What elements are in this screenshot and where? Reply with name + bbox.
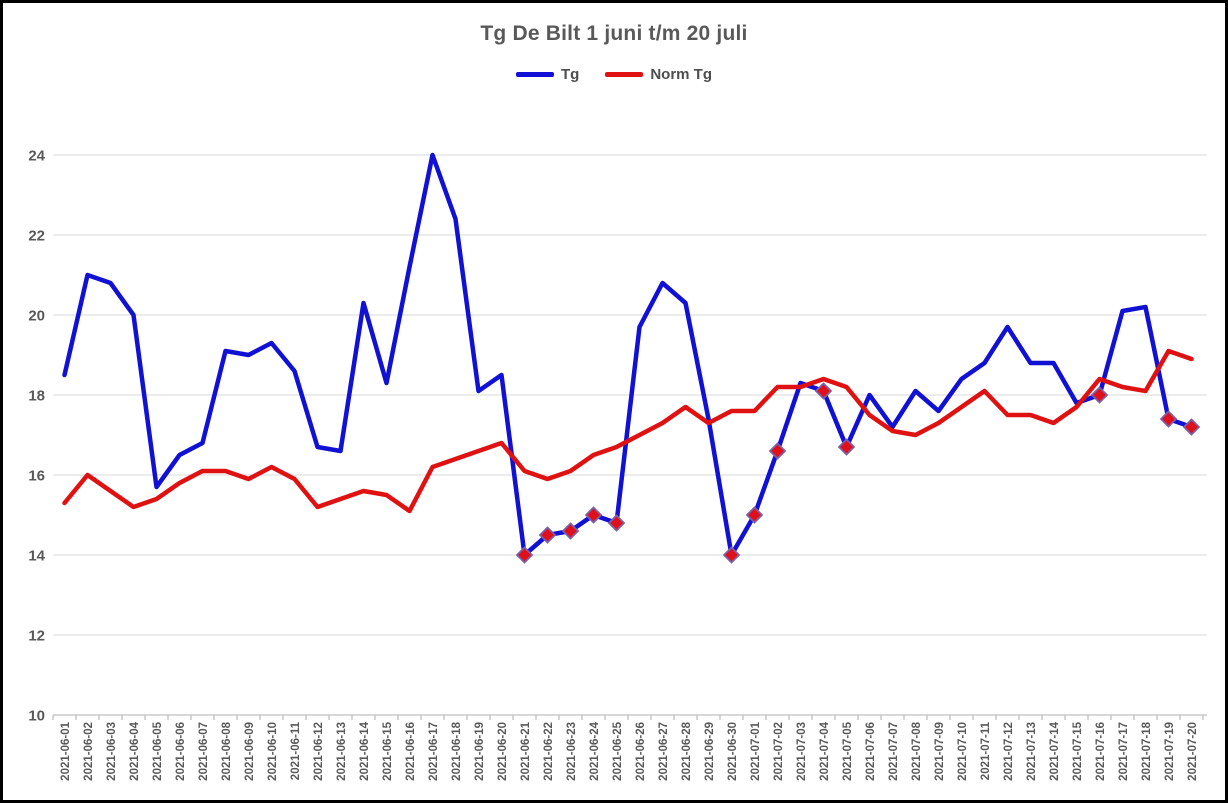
x-tick-label: 2021-07-07 bbox=[888, 722, 900, 781]
x-tick-label: 2021-07-13 bbox=[1026, 722, 1038, 781]
x-tick-label: 2021-06-16 bbox=[405, 722, 417, 781]
below-norm-marker-diamond bbox=[1090, 386, 1109, 404]
x-tick-label: 2021-07-02 bbox=[773, 722, 785, 781]
y-tick-label: 10 bbox=[28, 708, 45, 725]
x-tick-label: 2021-07-06 bbox=[865, 722, 877, 781]
x-tick-label: 2021-06-17 bbox=[428, 722, 440, 781]
legend-item-tg: Tg bbox=[516, 66, 579, 83]
x-tick-label: 2021-06-08 bbox=[221, 721, 233, 780]
below-norm-marker-diamond bbox=[837, 438, 856, 456]
x-tick-label: 2021-06-29 bbox=[704, 722, 716, 781]
x-tick-label: 2021-06-01 bbox=[60, 721, 72, 780]
x-tick-label: 2021-07-03 bbox=[796, 722, 808, 781]
chart-legend: Tg Norm Tg bbox=[3, 66, 1225, 83]
tg-line-swatch bbox=[516, 72, 554, 77]
x-tick-label: 2021-06-27 bbox=[658, 722, 670, 781]
y-tick-label: 16 bbox=[28, 468, 45, 485]
below-norm-marker-diamond bbox=[584, 506, 603, 524]
y-tick-label: 14 bbox=[28, 548, 45, 565]
x-tick-label: 2021-06-26 bbox=[635, 722, 647, 781]
x-tick-label: 2021-06-10 bbox=[267, 722, 279, 781]
x-tick-label: 2021-07-09 bbox=[934, 722, 946, 781]
x-tick-label: 2021-06-14 bbox=[359, 721, 371, 780]
x-tick-label: 2021-06-06 bbox=[175, 722, 187, 781]
x-tick-label: 2021-07-11 bbox=[980, 721, 992, 780]
x-tick-label: 2021-07-14 bbox=[1049, 721, 1061, 780]
below-norm-marker-diamond bbox=[768, 442, 787, 460]
x-tick-label: 2021-06-30 bbox=[727, 722, 739, 781]
x-tick-label: 2021-06-11 bbox=[290, 721, 302, 780]
x-tick-label: 2021-06-23 bbox=[566, 722, 578, 781]
tg-legend-label: Tg bbox=[561, 66, 580, 83]
y-tick-label: 12 bbox=[28, 628, 45, 645]
x-tick-label: 2021-06-04 bbox=[129, 721, 141, 780]
x-tick-label: 2021-07-17 bbox=[1118, 722, 1130, 781]
x-tick-label: 2021-06-21 bbox=[520, 721, 532, 780]
x-tick-label: 2021-06-24 bbox=[589, 721, 601, 780]
x-tick-label: 2021-06-12 bbox=[313, 722, 325, 781]
x-tick-label: 2021-06-13 bbox=[336, 722, 348, 781]
x-tick-label: 2021-06-19 bbox=[474, 722, 486, 781]
x-tick-label: 2021-06-07 bbox=[198, 722, 210, 781]
y-tick-label: 20 bbox=[28, 308, 45, 325]
below-norm-marker-diamond bbox=[1182, 418, 1201, 436]
below-norm-marker-diamond bbox=[814, 382, 833, 400]
x-tick-label: 2021-06-03 bbox=[106, 722, 118, 781]
x-tick-label: 2021-06-05 bbox=[152, 721, 164, 780]
x-tick-label: 2021-06-09 bbox=[244, 722, 256, 781]
x-tick-label: 2021-07-05 bbox=[842, 721, 854, 780]
below-norm-marker-diamond bbox=[515, 546, 534, 564]
below-norm-marker-diamond bbox=[745, 506, 764, 524]
x-tick-label: 2021-07-12 bbox=[1003, 722, 1015, 781]
norm-tg-line bbox=[62, 348, 1194, 514]
legend-item-norm-tg: Norm Tg bbox=[605, 66, 712, 83]
norm-tg-line-swatch bbox=[605, 72, 644, 77]
x-tick-label: 2021-06-18 bbox=[451, 721, 463, 780]
x-tick-label: 2021-06-15 bbox=[382, 721, 394, 780]
below-norm-marker-diamond bbox=[561, 522, 580, 540]
x-tick-label: 2021-06-02 bbox=[83, 722, 95, 781]
below-norm-marker-diamond bbox=[1159, 410, 1178, 428]
x-tick-label: 2021-07-01 bbox=[750, 721, 762, 780]
x-tick-label: 2021-07-19 bbox=[1164, 722, 1176, 781]
y-tick-label: 24 bbox=[28, 148, 45, 165]
x-tick-label: 2021-07-20 bbox=[1187, 722, 1199, 781]
x-tick-label: 2021-07-15 bbox=[1072, 721, 1084, 780]
below-norm-marker-diamond bbox=[538, 526, 557, 544]
plot-area: 10 12 14 16 18 20 22 24 2021-06-01 2021-06-02 2021… bbox=[28, 148, 1207, 781]
x-tick-label: 2021-07-04 bbox=[819, 721, 831, 780]
x-tick-label: 2021-06-25 bbox=[612, 721, 624, 780]
y-tick-label: 22 bbox=[28, 228, 45, 245]
x-tick-label: 2021-07-08 bbox=[911, 721, 923, 780]
chart-title: Tg De Bilt 1 juni t/m 20 juli bbox=[480, 22, 748, 45]
norm-tg-legend-label: Norm Tg bbox=[650, 66, 712, 83]
x-tick-label: 2021-06-22 bbox=[543, 722, 555, 781]
tg-line bbox=[62, 152, 1194, 558]
x-tick-label: 2021-07-18 bbox=[1141, 721, 1153, 780]
x-tick-label: 2021-06-20 bbox=[497, 722, 509, 781]
y-tick-label: 18 bbox=[28, 388, 45, 405]
x-tick-label: 2021-06-28 bbox=[681, 721, 693, 780]
x-tick-label: 2021-07-10 bbox=[957, 722, 969, 781]
x-tick-label: 2021-07-16 bbox=[1095, 722, 1107, 781]
below-norm-marker-diamond bbox=[607, 514, 626, 532]
below-norm-marker-diamond bbox=[722, 546, 741, 564]
